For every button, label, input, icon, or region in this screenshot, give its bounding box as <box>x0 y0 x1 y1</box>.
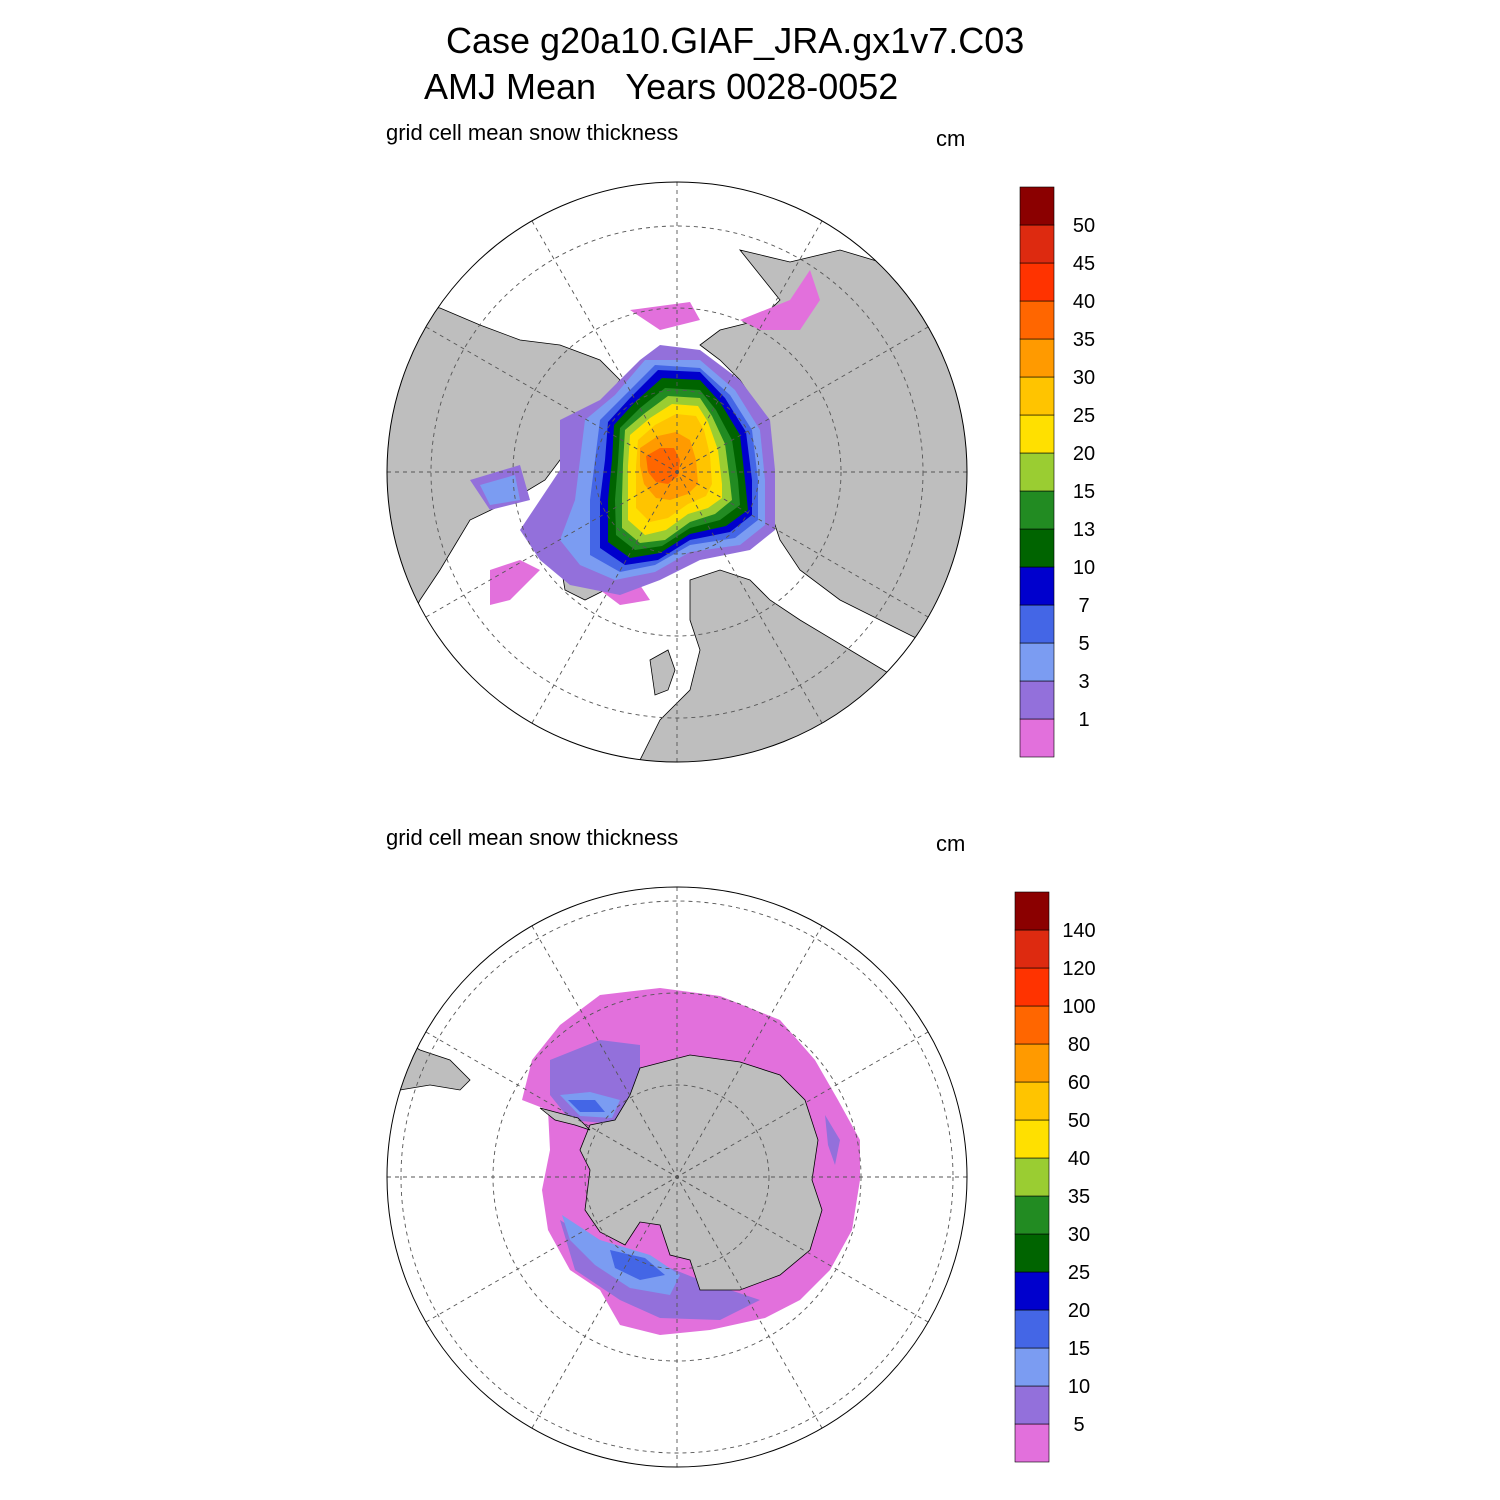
south-colorbar-tick-label: 40 <box>1068 1148 1090 1170</box>
south-colorbar-tick-label: 35 <box>1068 1186 1090 1208</box>
figure-title: Case g20a10.GIAF_JRA.gx1v7.C03 <box>446 20 1025 61</box>
north-colorbar-swatch <box>1019 490 1055 530</box>
south-colorbar: 5 10 15 20 25 30 35 40 50 60 80 100 120 140 <box>1014 891 1096 1463</box>
north-colorbar-swatch <box>1019 376 1055 416</box>
south-panel-units: cm <box>936 831 966 856</box>
south-colorbar-swatch <box>1014 1005 1050 1045</box>
south-colorbar-tick-label: 20 <box>1068 1300 1090 1322</box>
north-colorbar-tick-label: 10 <box>1073 557 1095 579</box>
north-colorbar-swatch <box>1019 224 1055 264</box>
north-map-border <box>386 181 968 763</box>
north-colorbar-tick-label: 13 <box>1073 519 1095 541</box>
north-colorbar-tick-label: 7 <box>1078 595 1089 617</box>
north-snow-field <box>470 270 820 605</box>
north-colorbar-tick-label: 45 <box>1073 253 1095 275</box>
south-colorbar-swatch <box>1014 1423 1050 1463</box>
south-colorbar-tick-label: 50 <box>1068 1110 1090 1132</box>
north-colorbar-swatch <box>1019 718 1055 758</box>
south-colorbar-tick-label: 80 <box>1068 1034 1090 1056</box>
south-colorbar-swatch <box>1014 1043 1050 1083</box>
north-colorbar-tick-label: 20 <box>1073 443 1095 465</box>
north-colorbar-swatch <box>1019 642 1055 682</box>
south-colorbar-tick-label: 5 <box>1073 1414 1084 1436</box>
south-colorbar-tick-label: 10 <box>1068 1376 1090 1398</box>
south-polar-map <box>386 886 968 1468</box>
south-map-border <box>386 886 968 1468</box>
south-colorbar-swatch <box>1014 929 1050 969</box>
north-colorbar-swatch <box>1019 604 1055 644</box>
south-colorbar-swatch <box>1014 1119 1050 1159</box>
north-colorbar-swatch <box>1019 528 1055 568</box>
north-snow-band-pink <box>490 270 820 605</box>
north-colorbar-tick-label: 30 <box>1073 367 1095 389</box>
south-colorbar-swatch <box>1014 1195 1050 1235</box>
south-colorbar-tick-label: 25 <box>1068 1262 1090 1284</box>
north-panel-units: cm <box>936 126 966 151</box>
south-graticule <box>387 887 967 1467</box>
south-panel-left-label: grid cell mean snow thickness <box>386 825 679 850</box>
north-colorbar-swatch <box>1019 452 1055 492</box>
south-snow-band-lightblue <box>560 1092 680 1295</box>
north-colorbar-swatch <box>1019 566 1055 606</box>
south-colorbar-swatch <box>1014 1081 1050 1121</box>
north-colorbar-tick-label: 3 <box>1078 671 1089 693</box>
north-colorbar-tick-label: 5 <box>1078 633 1089 655</box>
north-colorbar-swatch <box>1019 414 1055 454</box>
south-colorbar-tick-label: 100 <box>1062 996 1095 1018</box>
north-colorbar-swatch <box>1019 262 1055 302</box>
north-colorbar-swatch <box>1019 300 1055 340</box>
south-colorbar-swatch <box>1014 1385 1050 1425</box>
south-colorbar-tick-label: 60 <box>1068 1072 1090 1094</box>
south-colorbar-tick-label: 120 <box>1062 958 1095 980</box>
south-colorbar-swatch <box>1014 891 1050 931</box>
south-colorbar-swatch <box>1014 1157 1050 1197</box>
figure-subtitle: AMJ Mean Years 0028-0052 <box>424 66 899 107</box>
north-colorbar-tick-label: 25 <box>1073 405 1095 427</box>
north-colorbar-swatch <box>1019 338 1055 378</box>
south-colorbar-swatch <box>1014 1271 1050 1311</box>
south-colorbar-tick-label: 30 <box>1068 1224 1090 1246</box>
north-map-content <box>387 182 967 762</box>
north-polar-map <box>386 181 968 763</box>
north-colorbar-swatch <box>1019 680 1055 720</box>
south-colorbar-tick-label: 140 <box>1062 920 1095 942</box>
south-colorbar-swatch <box>1014 1233 1050 1273</box>
north-panel-left-label: grid cell mean snow thickness <box>386 120 679 145</box>
south-map-content <box>387 887 967 1467</box>
south-colorbar-tick-label: 15 <box>1068 1338 1090 1360</box>
north-colorbar-tick-label: 40 <box>1073 291 1095 313</box>
north-colorbar-swatch <box>1019 186 1055 226</box>
north-colorbar-tick-label: 15 <box>1073 481 1095 503</box>
north-colorbar-tick-label: 1 <box>1078 709 1089 731</box>
south-colorbar-swatch <box>1014 1347 1050 1387</box>
north-graticule <box>387 182 967 762</box>
antarctic-peninsula-land <box>539 1107 591 1131</box>
north-colorbar-tick-label: 35 <box>1073 329 1095 351</box>
south-colorbar-swatch <box>1014 1309 1050 1349</box>
north-colorbar-tick-label: 50 <box>1073 215 1095 237</box>
south-colorbar-swatch <box>1014 967 1050 1007</box>
british-isles-land <box>649 649 676 696</box>
